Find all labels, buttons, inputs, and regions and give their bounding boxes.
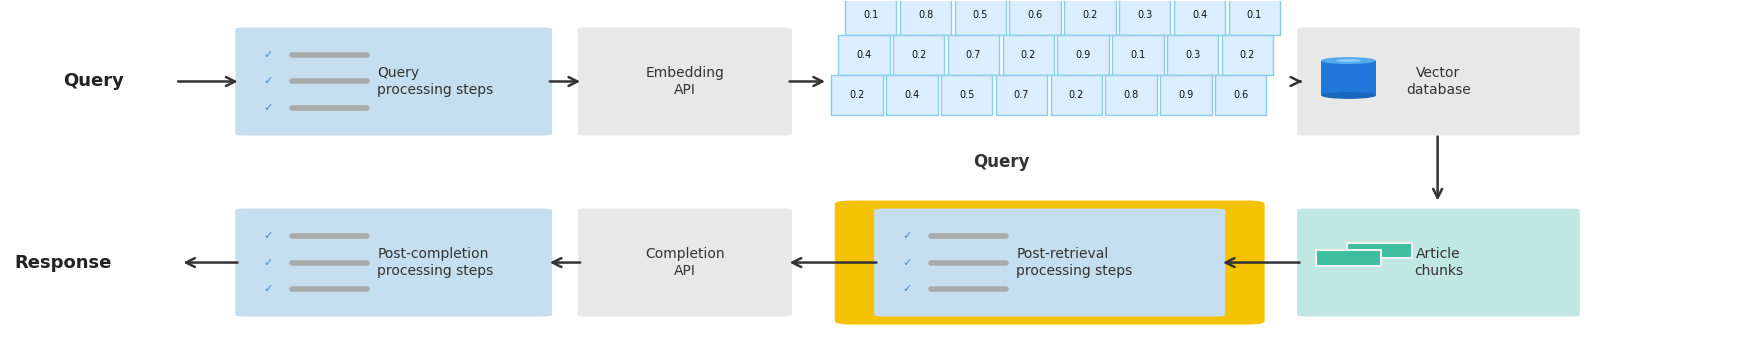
Text: 0.1: 0.1 [863,10,879,20]
FancyBboxPatch shape [845,0,896,35]
Text: ✓: ✓ [262,102,273,113]
Text: ✓: ✓ [262,258,273,267]
Text: ✓: ✓ [902,284,912,294]
FancyBboxPatch shape [1051,74,1102,114]
FancyBboxPatch shape [835,200,1264,325]
Text: 0.6: 0.6 [1233,90,1249,100]
FancyBboxPatch shape [893,35,944,75]
Text: Completion
API: Completion API [645,247,726,278]
FancyBboxPatch shape [940,74,991,114]
FancyBboxPatch shape [1229,0,1280,35]
FancyBboxPatch shape [838,35,889,75]
Text: 0.1: 0.1 [1247,10,1263,20]
Ellipse shape [1321,57,1375,64]
FancyBboxPatch shape [1347,243,1412,258]
FancyBboxPatch shape [1113,35,1164,75]
FancyBboxPatch shape [1298,208,1580,317]
FancyBboxPatch shape [1168,35,1219,75]
Text: 0.4: 0.4 [1192,10,1208,20]
FancyBboxPatch shape [873,208,1226,317]
FancyBboxPatch shape [1222,35,1273,75]
FancyBboxPatch shape [947,35,998,75]
FancyBboxPatch shape [1106,74,1157,114]
Text: 0.1: 0.1 [1131,50,1145,60]
Text: Query: Query [63,72,123,91]
Text: 0.2: 0.2 [1240,50,1256,60]
Text: 0.9: 0.9 [1076,50,1090,60]
Text: 0.5: 0.5 [972,10,988,20]
Text: 0.2: 0.2 [910,50,926,60]
FancyBboxPatch shape [236,208,553,317]
Text: Vector
database: Vector database [1405,66,1470,97]
Polygon shape [1321,61,1375,95]
FancyBboxPatch shape [1118,0,1171,35]
Text: 0.8: 0.8 [1124,90,1139,100]
FancyBboxPatch shape [1298,27,1580,135]
Text: 0.2: 0.2 [1083,10,1097,20]
FancyBboxPatch shape [1002,35,1055,75]
FancyBboxPatch shape [1315,251,1381,266]
Text: ✓: ✓ [262,231,273,241]
FancyBboxPatch shape [1057,35,1109,75]
Text: Response: Response [14,253,113,272]
Text: ✓: ✓ [262,77,273,86]
Text: Query: Query [972,153,1028,171]
Text: 0.2: 0.2 [1069,90,1085,100]
FancyBboxPatch shape [1009,0,1060,35]
Ellipse shape [1337,59,1361,62]
Text: 0.6: 0.6 [1027,10,1043,20]
FancyBboxPatch shape [236,27,553,135]
Text: Post-completion
processing steps: Post-completion processing steps [377,247,493,278]
Text: 0.5: 0.5 [960,90,974,100]
Text: 0.2: 0.2 [849,90,865,100]
FancyBboxPatch shape [1160,74,1212,114]
Ellipse shape [1321,92,1375,99]
FancyBboxPatch shape [1175,0,1226,35]
Text: 0.7: 0.7 [1014,90,1028,100]
FancyBboxPatch shape [831,74,882,114]
Text: ✓: ✓ [262,284,273,294]
Text: 0.7: 0.7 [965,50,981,60]
Text: 0.4: 0.4 [903,90,919,100]
Text: 0.4: 0.4 [856,50,872,60]
Text: ✓: ✓ [902,231,912,241]
Text: Article
chunks: Article chunks [1414,247,1463,278]
Text: Embedding
API: Embedding API [646,66,724,97]
Text: Post-retrieval
processing steps: Post-retrieval processing steps [1016,247,1132,278]
FancyBboxPatch shape [578,208,792,317]
FancyBboxPatch shape [954,0,1006,35]
Text: 0.3: 0.3 [1138,10,1152,20]
FancyBboxPatch shape [886,74,937,114]
Text: ✓: ✓ [262,50,273,60]
Text: 0.2: 0.2 [1021,50,1035,60]
Text: 0.3: 0.3 [1185,50,1201,60]
FancyBboxPatch shape [1215,74,1266,114]
Text: Query
processing steps: Query processing steps [377,66,493,97]
FancyBboxPatch shape [1064,0,1116,35]
Text: 0.9: 0.9 [1178,90,1194,100]
Text: ✓: ✓ [902,258,912,267]
FancyBboxPatch shape [578,27,792,135]
FancyBboxPatch shape [900,0,951,35]
FancyBboxPatch shape [995,74,1048,114]
Text: 0.8: 0.8 [917,10,933,20]
